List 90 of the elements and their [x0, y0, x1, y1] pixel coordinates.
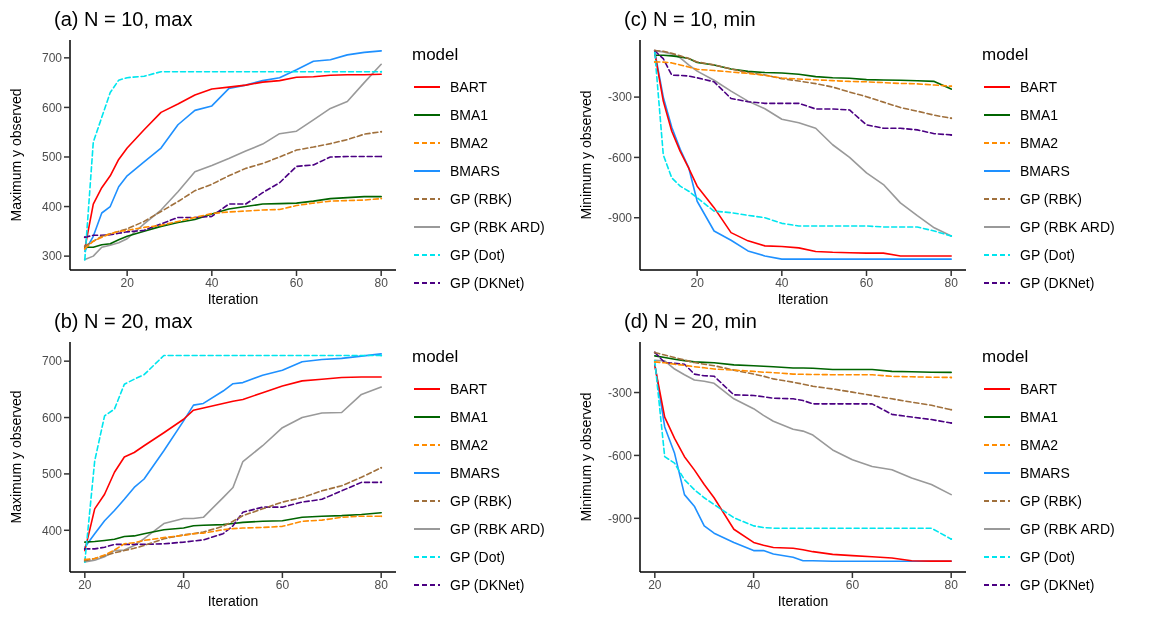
- y-tick-label: 600: [41, 100, 63, 115]
- legend-label: BMARS: [450, 465, 500, 481]
- legend-label: GP (Dot): [450, 549, 505, 565]
- line-series: [84, 130, 382, 248]
- x-tick-label: 20: [648, 577, 662, 592]
- x-tick-label: 20: [690, 275, 705, 290]
- legend-label: BMA1: [1020, 107, 1059, 123]
- legend-label: BMARS: [450, 163, 500, 179]
- x-tick-label: 60: [289, 275, 304, 290]
- y-tick-label: -900: [607, 210, 633, 225]
- y-tick-label: 500: [41, 467, 63, 482]
- y-tick-label: 400: [41, 523, 63, 538]
- chart-title: (d) N = 20, min: [623, 310, 758, 334]
- legend-label: BART: [450, 381, 488, 397]
- y-tick-label: 500: [41, 150, 63, 165]
- legend-label: BMA2: [450, 135, 489, 151]
- legend-label: GP (RBK): [1020, 493, 1082, 509]
- legend-label: GP (DKNet): [450, 275, 525, 291]
- y-tick-label: -600: [607, 150, 633, 165]
- legend-label: BMA2: [1020, 135, 1059, 151]
- x-tick-label: 60: [845, 577, 860, 592]
- legend-label: GP (DKNet): [1020, 275, 1095, 291]
- line-series: [84, 155, 382, 239]
- legend-title: model: [412, 45, 460, 65]
- legend-label: BMA1: [450, 107, 489, 123]
- legend-title: model: [982, 347, 1030, 367]
- y-tick-label: -300: [607, 90, 633, 105]
- legend-label: GP (Dot): [1020, 549, 1075, 565]
- x-tick-label: 20: [120, 275, 135, 290]
- legend-label: GP (RBK ARD): [1020, 521, 1115, 537]
- legend-title: model: [982, 45, 1030, 65]
- y-tick-label: -900: [607, 511, 633, 526]
- legend-label: BART: [1020, 381, 1058, 397]
- x-tick-label: 80: [374, 275, 389, 290]
- x-axis-title: Iteration: [777, 593, 829, 609]
- x-tick-label: 40: [775, 275, 789, 290]
- x-axis-title: Iteration: [777, 291, 829, 307]
- x-tick-label: 60: [859, 275, 874, 290]
- x-tick-label: 20: [78, 577, 92, 592]
- y-tick-label: 400: [41, 199, 63, 214]
- line-series: [654, 359, 952, 496]
- legend-label: GP (RBK ARD): [450, 219, 545, 235]
- y-tick-label: -600: [607, 448, 633, 463]
- legend-label: GP (RBK): [450, 191, 512, 207]
- x-axis-title: Iteration: [207, 291, 259, 307]
- legend-label: GP (RBK ARD): [450, 521, 545, 537]
- chart-title: (b) N = 20, max: [53, 310, 194, 334]
- y-tick-label: 300: [41, 249, 63, 264]
- x-tick-label: 40: [205, 275, 219, 290]
- y-axis-title: Maximum y observed: [7, 88, 24, 222]
- legend-label: GP (DKNet): [450, 577, 525, 593]
- line-series: [654, 61, 952, 88]
- line-series: [654, 351, 952, 424]
- legend-label: BMA2: [450, 437, 489, 453]
- line-series: [84, 512, 382, 543]
- legend-label: BMARS: [1020, 465, 1070, 481]
- legend-label: GP (RBK): [450, 493, 512, 509]
- chart-title: (c) N = 10, min: [623, 8, 757, 32]
- y-axis-title: Maximum y observed: [7, 390, 24, 524]
- legend-label: GP (Dot): [450, 247, 505, 263]
- legend-label: BMA2: [1020, 437, 1059, 453]
- x-tick-label: 40: [746, 577, 761, 592]
- legend-label: GP (Dot): [1020, 247, 1075, 263]
- legend-label: BART: [450, 79, 488, 95]
- legend-label: BMA1: [1020, 409, 1059, 425]
- line-series: [654, 361, 952, 379]
- x-tick-label: 80: [944, 577, 959, 592]
- y-tick-label: 600: [41, 410, 63, 425]
- y-tick-label: 700: [41, 354, 63, 369]
- legend-label: GP (DKNet): [1020, 577, 1095, 593]
- legend-label: BMARS: [1020, 163, 1070, 179]
- line-series: [654, 50, 952, 136]
- y-tick-label: -300: [607, 385, 633, 400]
- y-axis-title: Minimum y observed: [577, 392, 594, 522]
- legend-label: GP (RBK): [1020, 191, 1082, 207]
- legend-label: GP (RBK ARD): [1020, 219, 1115, 235]
- line-series: [84, 466, 382, 562]
- legend-label: BART: [1020, 79, 1058, 95]
- x-axis-title: Iteration: [207, 593, 259, 609]
- x-tick-label: 80: [374, 577, 389, 592]
- x-tick-label: 60: [275, 577, 290, 592]
- x-tick-label: 80: [944, 275, 959, 290]
- line-series: [84, 515, 382, 561]
- y-tick-label: 700: [41, 51, 63, 66]
- legend-label: BMA1: [450, 409, 489, 425]
- chart-title: (a) N = 10, max: [53, 8, 194, 32]
- line-series: [654, 351, 952, 411]
- legend-title: model: [412, 347, 460, 367]
- y-axis-title: Minimum y observed: [577, 90, 594, 220]
- x-tick-label: 40: [176, 577, 191, 592]
